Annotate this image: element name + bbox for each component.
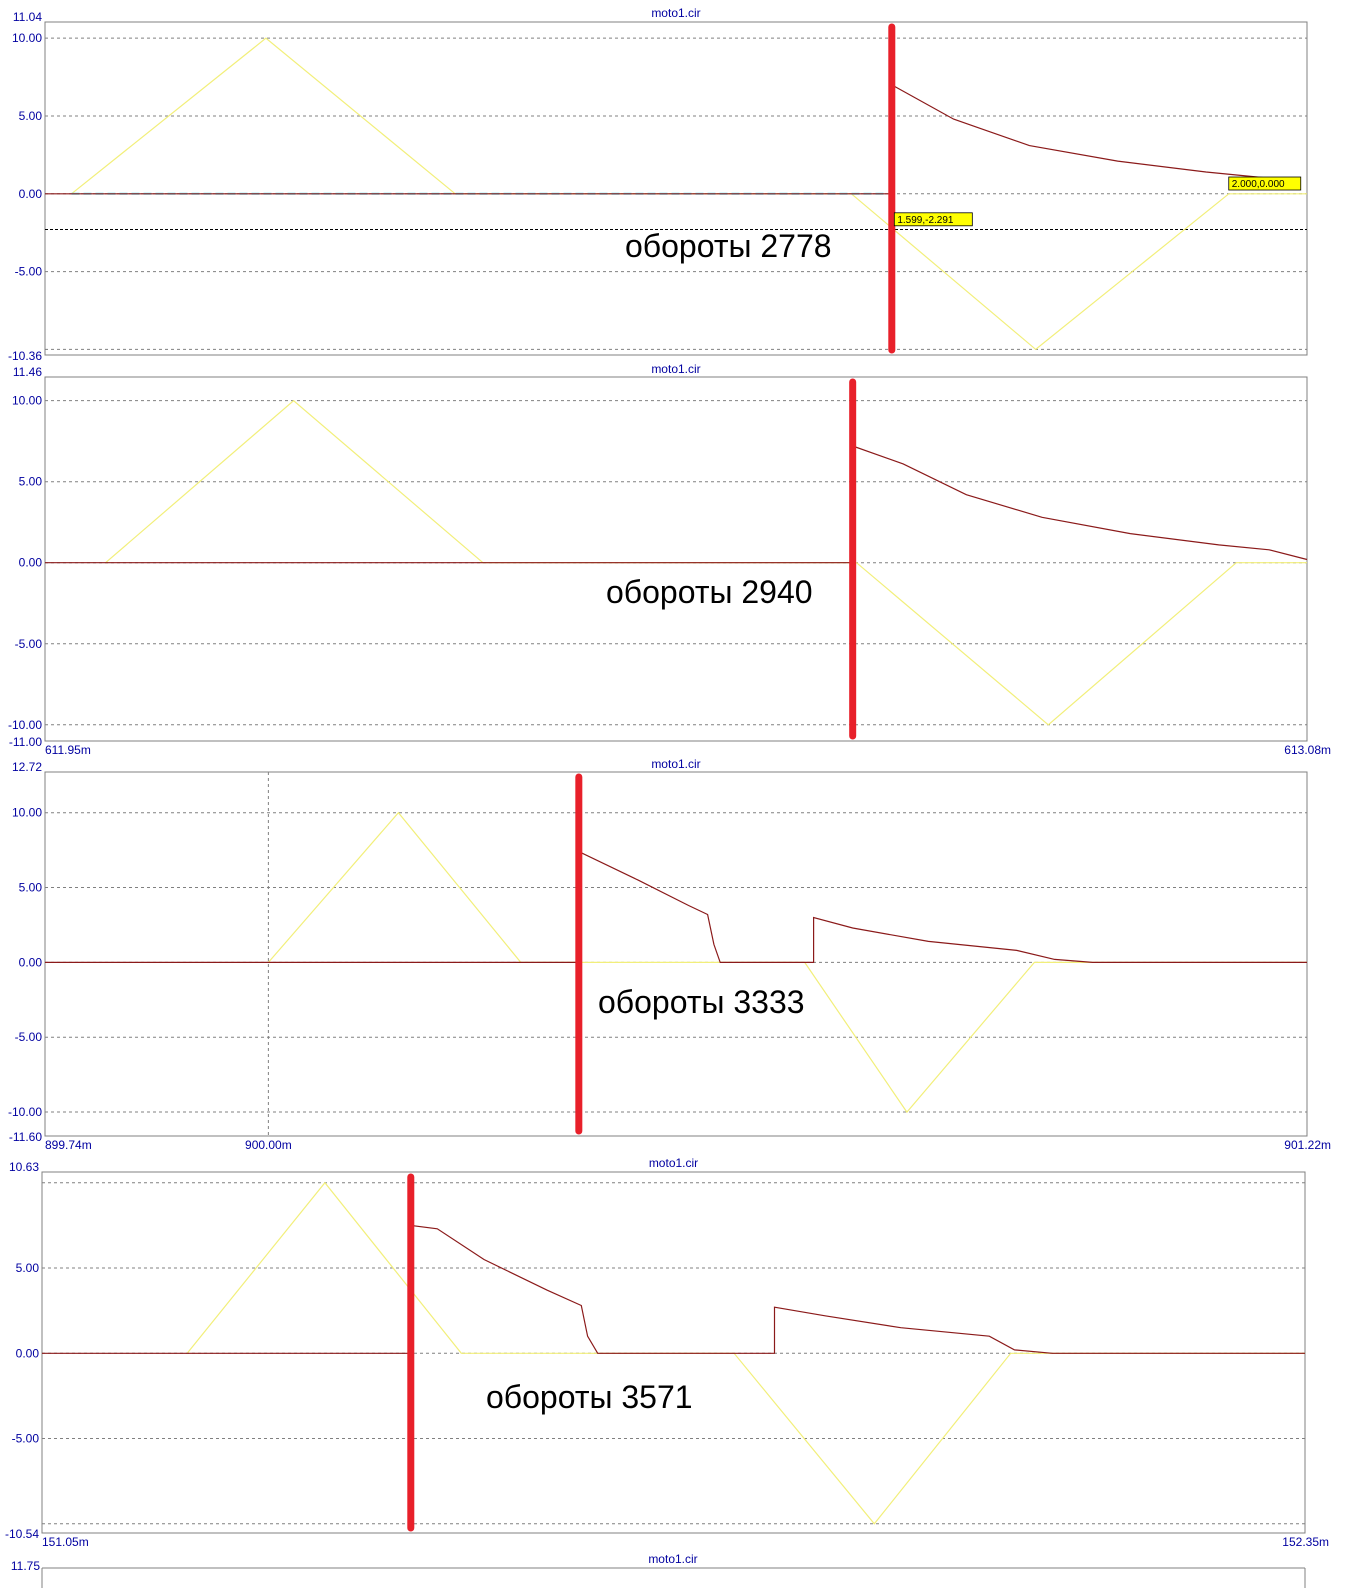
y-tick-label: 5.00 bbox=[19, 881, 43, 895]
x-tick-label: 611.95m bbox=[45, 743, 91, 757]
plot-title: moto1.cir bbox=[651, 757, 700, 771]
y-tick-label: 0.00 bbox=[19, 955, 43, 969]
cursor-tag-label: 1.599,-2.291 bbox=[897, 215, 954, 226]
cursor-tag bbox=[1228, 176, 1302, 191]
series-red bbox=[42, 1224, 1305, 1354]
plot-frame bbox=[44, 21, 1308, 356]
x-tick-label: 152.35m bbox=[1282, 1535, 1329, 1549]
x-tick-label: 900.00m bbox=[245, 1138, 292, 1152]
x-tick-label: 901.22m bbox=[1284, 1138, 1331, 1152]
rpm-annotation: обороты 3571 bbox=[486, 1379, 693, 1415]
y-tick-label: 5.00 bbox=[19, 475, 43, 489]
partial-top-label: 11.75 bbox=[11, 1559, 40, 1573]
y-tick-label: -5.00 bbox=[15, 637, 43, 651]
y-tick-label: -11.00 bbox=[9, 735, 42, 749]
y-tick-label: 0.00 bbox=[19, 187, 43, 201]
series-red bbox=[45, 850, 1307, 964]
y-tick-label: -5.00 bbox=[12, 1432, 40, 1446]
y-tick-label: 10.00 bbox=[12, 806, 42, 820]
rpm-annotation: обороты 2778 bbox=[625, 228, 832, 264]
partial-plot-title: moto1.cir bbox=[648, 1552, 697, 1566]
plot-title: moto1.cir bbox=[651, 362, 700, 376]
plot-frame bbox=[41, 1171, 1306, 1534]
plot-frame bbox=[44, 376, 1308, 742]
cursor-tag-label: 2.000,0.000 bbox=[1232, 179, 1285, 190]
y-tick-label: -10.00 bbox=[8, 718, 42, 732]
plot-title: moto1.cir bbox=[651, 6, 700, 20]
y-tick-label: -10.00 bbox=[8, 1105, 42, 1119]
y-tick-label: 0.00 bbox=[16, 1346, 40, 1360]
y-tick-label: 0.00 bbox=[19, 556, 43, 570]
y-tick-label: -11.60 bbox=[9, 1130, 42, 1144]
y-tick-label: 10.00 bbox=[12, 31, 42, 45]
x-tick-label: 899.74m bbox=[45, 1138, 92, 1152]
y-tick-label: -5.00 bbox=[15, 265, 43, 279]
plot-frame bbox=[44, 771, 1308, 1137]
y-tick-label: 5.00 bbox=[16, 1261, 40, 1275]
x-tick-label: 151.05m bbox=[42, 1535, 89, 1549]
y-tick-label: -10.54 bbox=[5, 1527, 39, 1541]
y-tick-label: -5.00 bbox=[15, 1030, 43, 1044]
cursor-tag bbox=[893, 212, 973, 227]
y-tick-label: -10.36 bbox=[8, 349, 42, 363]
y-tick-label: 11.04 bbox=[13, 10, 42, 24]
y-tick-label: 10.63 bbox=[9, 1160, 39, 1174]
rpm-annotation: обороты 2940 bbox=[606, 574, 813, 610]
y-tick-label: 10.00 bbox=[12, 394, 42, 408]
x-tick-label: 613.08m bbox=[1284, 743, 1331, 757]
series-yellow bbox=[105, 399, 1307, 726]
rpm-annotation: обороты 3333 bbox=[598, 984, 805, 1020]
y-tick-label: 12.72 bbox=[12, 760, 42, 774]
y-tick-label: 11.46 bbox=[13, 365, 42, 379]
y-tick-label: 5.00 bbox=[19, 109, 43, 123]
plot-title: moto1.cir bbox=[649, 1156, 698, 1170]
